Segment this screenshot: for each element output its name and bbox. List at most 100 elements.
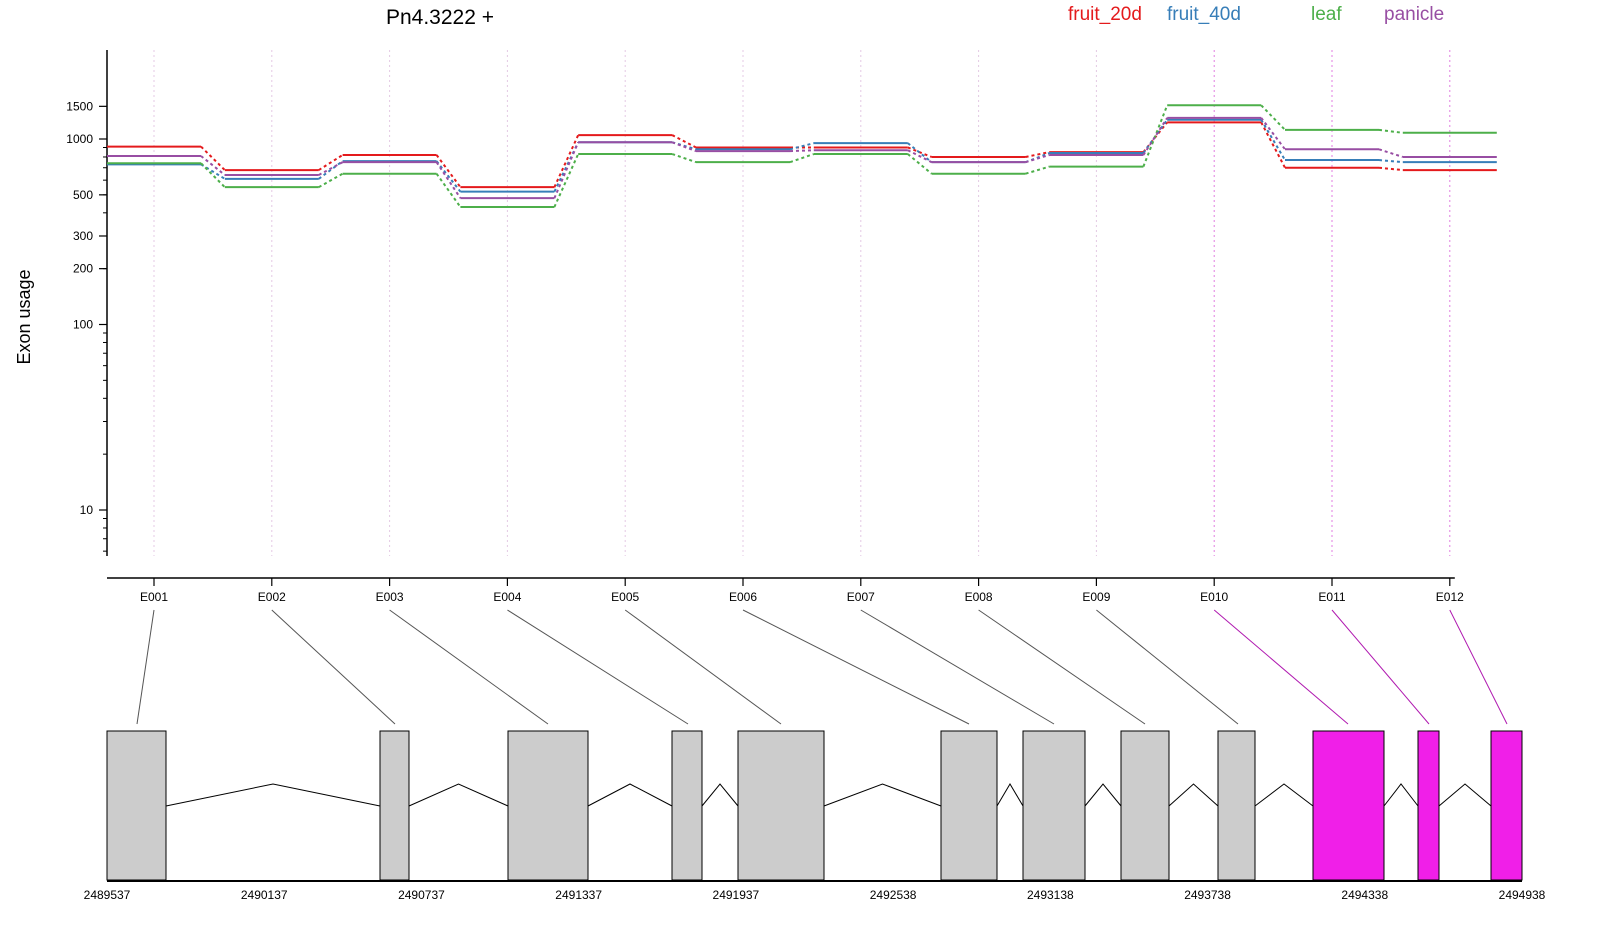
coord-tick-label: 2491337 xyxy=(555,888,602,902)
y-tick-label: 200 xyxy=(73,262,93,276)
series-connector xyxy=(435,161,462,199)
intron-line xyxy=(823,783,942,807)
coord-tick-label: 2493738 xyxy=(1184,888,1231,902)
x-tick-label: E005 xyxy=(611,590,639,604)
series-connector xyxy=(1260,121,1286,169)
series-connector xyxy=(435,160,462,193)
y-tick-label: 500 xyxy=(73,188,93,202)
series-connector xyxy=(671,141,697,153)
series-connector xyxy=(1378,128,1403,134)
exon-box-e011 xyxy=(1417,730,1440,881)
exon-box-e009 xyxy=(1217,730,1256,881)
intron-line xyxy=(165,783,381,807)
chart-title: Pn4.3222 + xyxy=(386,6,494,29)
series-connector xyxy=(435,173,462,208)
coord-tick-label: 2491937 xyxy=(713,888,760,902)
series-connector xyxy=(1025,165,1050,175)
intron-line xyxy=(408,783,509,807)
coord-tick-label: 2493138 xyxy=(1027,888,1074,902)
series-connector xyxy=(435,154,462,188)
x-tick-label: E006 xyxy=(729,590,757,604)
series-connector xyxy=(1142,117,1169,156)
exon-box-e006 xyxy=(940,730,998,881)
series-panicle xyxy=(107,116,1497,200)
exon-grid-lines xyxy=(153,50,1451,556)
connector-line xyxy=(1449,609,1508,725)
series-connector xyxy=(1025,151,1050,158)
exon-box-e002 xyxy=(379,730,410,881)
series-fruit_20d xyxy=(107,121,1497,189)
series-lines xyxy=(107,104,1497,208)
connector-line xyxy=(389,609,549,725)
series-connector xyxy=(1260,117,1286,150)
genomic-coordinate-axis: 2489537 2490137 2490737 2491337 2491937 24925… xyxy=(84,880,1546,902)
x-tick-label: E007 xyxy=(847,590,875,604)
exon-connector-lines xyxy=(136,609,1508,725)
connector-line xyxy=(507,609,689,725)
series-connector xyxy=(1025,154,1050,164)
connector-line xyxy=(624,609,782,725)
connector-line xyxy=(136,609,155,725)
intron-line xyxy=(1438,783,1492,807)
coord-tick-label: 2494938 xyxy=(1499,888,1546,902)
intron-line xyxy=(1084,783,1122,807)
intron-line xyxy=(587,783,673,807)
x-tick-label: E011 xyxy=(1318,590,1345,604)
series-connector xyxy=(907,153,933,175)
coord-tick-label: 2492538 xyxy=(870,888,917,902)
y-tick-label: 1000 xyxy=(66,132,93,146)
x-axis: E001 E002 E003 E004 E005 E006 E007 E008 E009 E010… xyxy=(107,577,1464,604)
legend-leaf: leaf xyxy=(1311,4,1342,25)
y-tick-label: 100 xyxy=(73,318,93,332)
coord-tick-label: 2490737 xyxy=(398,888,445,902)
y-axis-label: Exon usage xyxy=(14,269,34,364)
series-connector xyxy=(318,154,344,171)
series-connector xyxy=(553,141,580,193)
series-connector xyxy=(789,142,815,151)
exon-box-e012 xyxy=(1490,730,1523,881)
intron-line xyxy=(1383,783,1419,807)
y-axis: 10 100 200 300 500 1000 1500 xyxy=(66,50,108,556)
exon-box-e005 xyxy=(737,730,825,881)
y-tick-label: 1500 xyxy=(66,99,93,113)
series-connector xyxy=(1378,159,1403,164)
exon-box-e001 xyxy=(106,730,167,881)
series-connector xyxy=(1142,104,1169,167)
x-tick-label: E010 xyxy=(1200,590,1228,604)
intron-line xyxy=(701,783,739,807)
series-connector xyxy=(318,172,344,189)
series-connector xyxy=(1378,148,1404,158)
legend-fruit-40d: fruit_40d xyxy=(1167,4,1241,25)
x-tick-label: E002 xyxy=(258,590,286,604)
series-connector xyxy=(318,160,344,180)
connector-line xyxy=(860,609,1055,725)
connector-line xyxy=(1331,609,1430,725)
series-connector xyxy=(553,141,580,199)
x-tick-label: E009 xyxy=(1082,590,1110,604)
series-connector xyxy=(200,145,226,171)
intron-line xyxy=(996,783,1024,807)
series-connector xyxy=(1378,166,1403,172)
series-connector xyxy=(671,153,697,164)
gene-model xyxy=(106,730,1523,881)
x-tick-label: E012 xyxy=(1436,590,1464,604)
coord-tick-label: 2489537 xyxy=(84,888,131,902)
connector-line xyxy=(1096,609,1239,725)
y-tick-label: 10 xyxy=(80,503,94,517)
series-connector xyxy=(671,134,697,149)
connector-line xyxy=(1213,609,1349,725)
legend-fruit-20d: fruit_20d xyxy=(1068,4,1142,25)
exon-box-e003 xyxy=(507,730,589,881)
exon-box-e008 xyxy=(1120,730,1170,881)
series-connector xyxy=(789,153,815,164)
x-tick-label: E003 xyxy=(376,590,404,604)
coord-tick-label: 2494338 xyxy=(1341,888,1388,902)
series-connector xyxy=(789,149,814,153)
series-connector xyxy=(200,163,226,180)
x-tick-label: E004 xyxy=(493,590,521,604)
legend-panicle: panicle xyxy=(1384,4,1444,25)
connector-line xyxy=(978,609,1146,725)
intron-line xyxy=(1168,783,1219,807)
coord-tick-label: 2490137 xyxy=(241,888,288,902)
series-fruit_40d xyxy=(107,118,1497,193)
